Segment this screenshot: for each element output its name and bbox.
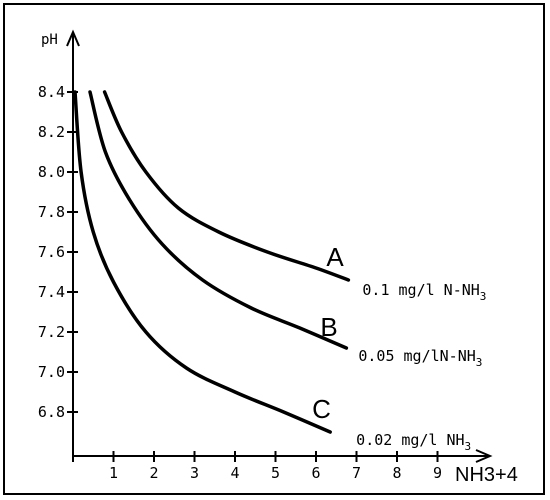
y-tick-label: 7.0 <box>38 363 65 381</box>
x-tick-label: 3 <box>190 464 199 482</box>
x-axis-label: NH3+4 <box>455 464 518 486</box>
curve-a <box>102 90 351 282</box>
y-tick-label: 7.6 <box>38 243 65 261</box>
x-tick-label: 9 <box>433 464 442 482</box>
chart-ticks: 6.8 7.0 7.2 7.4 7.6 7.8 8.0 8.2 8.4 1 2 3 4 5 6 7 8 9 <box>38 83 442 482</box>
chart-labels: pH NH3+4 <box>41 32 518 486</box>
x-tick-label: 7 <box>352 464 361 482</box>
curve-c <box>73 90 332 434</box>
annotation-text: 0.1 mg/l N-NH <box>362 281 479 299</box>
y-tick-label: 7.4 <box>38 283 65 301</box>
y-tick-label: 7.8 <box>38 203 65 221</box>
curve-label-a: A <box>326 242 344 272</box>
chart-axes <box>66 29 493 463</box>
curve-label-b: B <box>320 312 337 342</box>
annotation-subscript: 3 <box>465 440 472 453</box>
y-axis-label: pH <box>41 32 58 48</box>
x-tick-label: 6 <box>311 464 320 482</box>
x-axis-arrow <box>475 449 493 463</box>
curve-annotation-b: 0.05 mg/lN-NH3 <box>358 347 482 369</box>
x-tick-label: 2 <box>149 464 158 482</box>
annotation-subscript: 3 <box>480 290 487 303</box>
x-tick-label: 1 <box>109 464 118 482</box>
curve-label-c: C <box>312 394 331 424</box>
curve-annotation-a: 0.1 mg/l N-NH3 <box>362 281 486 303</box>
x-tick-label: 5 <box>271 464 280 482</box>
curve-annotation-c: 0.02 mg/l NH3 <box>356 431 471 453</box>
y-tick-label: 8.4 <box>38 83 65 101</box>
y-axis-arrow <box>66 29 80 47</box>
y-tick-label: 6.8 <box>38 403 65 421</box>
y-tick-label: 8.2 <box>38 123 65 141</box>
y-tick-label: 8.0 <box>38 163 65 181</box>
x-tick-label: 8 <box>392 464 401 482</box>
y-tick-label: 7.2 <box>38 323 65 341</box>
curve-b <box>88 90 349 350</box>
chart-frame <box>3 3 545 495</box>
x-tick-label: 4 <box>230 464 239 482</box>
annotation-text: 0.05 mg/lN-NH <box>358 347 475 365</box>
annotation-subscript: 3 <box>476 356 483 369</box>
annotation-text: 0.02 mg/l NH <box>356 431 464 449</box>
